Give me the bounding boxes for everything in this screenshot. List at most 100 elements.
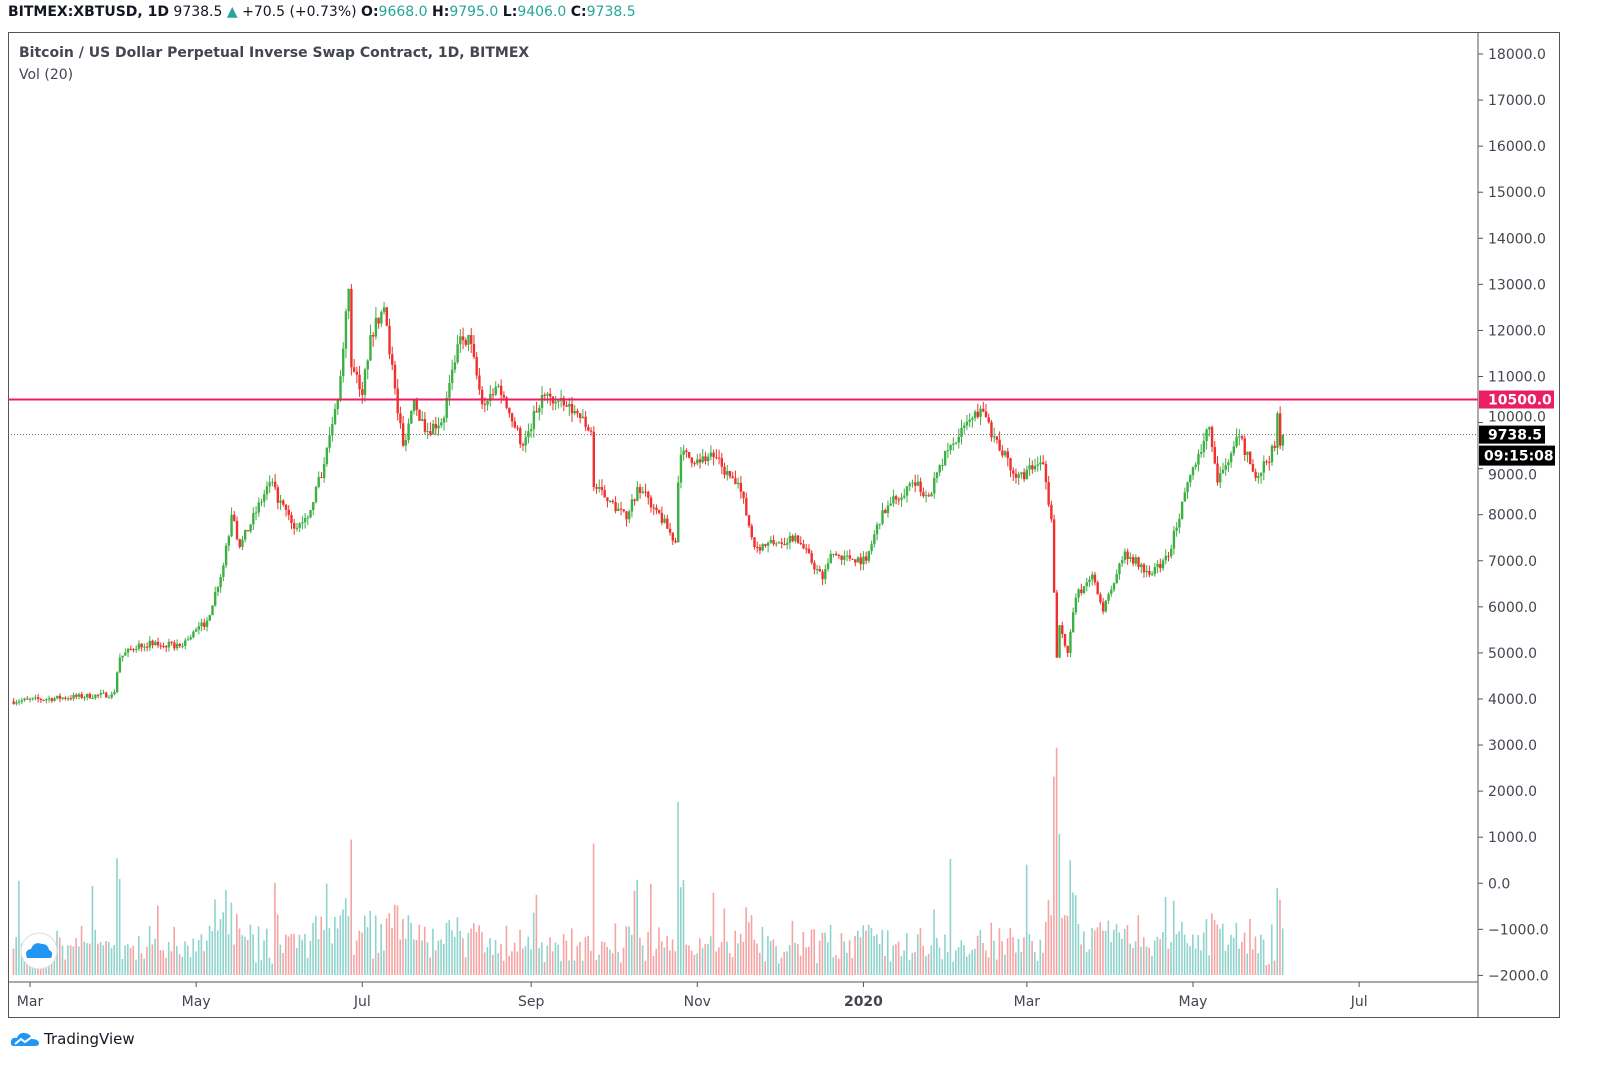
candle-body [706, 456, 710, 462]
candle-body [1022, 472, 1026, 480]
volume-bar [832, 957, 835, 975]
candle-body [107, 697, 111, 699]
symbol-name[interactable]: BITMEX:XBTUSD, 1D [8, 4, 169, 20]
candle-body [423, 419, 427, 432]
candle-body [769, 539, 773, 543]
volume-bar [843, 941, 845, 975]
tradingview-logo[interactable]: TradingView [10, 1030, 135, 1048]
candle-body [726, 471, 729, 475]
candle-body [325, 447, 329, 465]
volume-bar [829, 924, 832, 975]
volume-bar [908, 960, 911, 975]
volume-bar [925, 956, 927, 975]
y-tick-label: 14000.0 [1488, 231, 1546, 247]
candle-body [184, 640, 187, 646]
volume-bar [301, 939, 303, 975]
candle-body [611, 500, 615, 503]
candle-body [881, 510, 884, 524]
volume-bar [614, 923, 617, 975]
y-tick-label: 7000.0 [1488, 554, 1537, 570]
bar-countdown: 09:15:08 [1484, 449, 1554, 465]
candle-body [1254, 471, 1257, 478]
volume-bar [380, 923, 382, 975]
volume-bar [361, 932, 363, 975]
volume-bar [1251, 949, 1254, 975]
candle-body [821, 571, 824, 580]
candle-body [990, 422, 993, 438]
hline-price-label: 10500.0 [1488, 393, 1552, 409]
candle-body [796, 535, 800, 543]
volume-bar [704, 944, 707, 975]
volume-bar [72, 946, 75, 975]
candle-body [1208, 427, 1211, 430]
candle-body [374, 317, 378, 337]
volume-bar [99, 941, 102, 975]
candle-body [314, 486, 318, 503]
candle-body [628, 511, 631, 520]
volume-bar [388, 913, 391, 975]
volume-bar [494, 939, 497, 975]
volume-bar [579, 941, 581, 975]
candle-body [900, 497, 903, 500]
volume-bar [127, 944, 129, 975]
candle-body [723, 466, 726, 475]
volume-bar [513, 942, 516, 975]
volume-bar [1121, 938, 1123, 975]
volume-bar [786, 951, 788, 975]
volume-bar [304, 933, 306, 975]
candle-body [252, 512, 255, 525]
volume-bar [189, 957, 192, 975]
volume-bar [1031, 941, 1033, 975]
candle-body [862, 556, 865, 565]
volume-bar [18, 880, 20, 975]
volume-bar [1053, 776, 1055, 975]
candle-body [214, 592, 217, 606]
candle-body [960, 427, 963, 437]
volume-bar [132, 945, 135, 975]
volume-bar [336, 928, 339, 975]
volume-bar [203, 951, 205, 975]
candle-body [1041, 462, 1045, 465]
volume-bar [938, 947, 941, 975]
candle-body [1033, 465, 1037, 470]
volume-bar [374, 915, 377, 975]
volume-bar [244, 936, 246, 975]
volume-bar [1091, 928, 1093, 975]
volume-bar [222, 912, 224, 975]
volume-indicator-label[interactable]: Vol (20) [19, 67, 74, 83]
volume-bar [979, 930, 982, 975]
candle-body [1183, 492, 1187, 502]
volume-bar [399, 939, 402, 975]
volume-bar [639, 937, 641, 975]
candle-body [916, 481, 920, 486]
volume-bar [824, 932, 826, 975]
candle-body [731, 476, 734, 479]
volume-bar [682, 880, 685, 975]
volume-bar [162, 950, 165, 975]
chart-frame[interactable] [8, 32, 1560, 1018]
volume-bar [788, 945, 791, 975]
candle-body [336, 399, 339, 410]
volume-bar [1017, 938, 1020, 975]
candle-body [61, 697, 64, 699]
candle-body [584, 416, 587, 428]
volume-bar [385, 918, 388, 975]
volume-bar [1036, 960, 1039, 975]
candle-body [396, 388, 399, 414]
volume-bar [157, 905, 159, 975]
candle-body [233, 514, 236, 521]
candle-body [113, 692, 116, 695]
candle-body [243, 530, 247, 540]
volume-bar [173, 926, 175, 975]
volume-bar [317, 939, 320, 975]
volume-bar [590, 950, 592, 975]
volume-bar [238, 928, 241, 975]
candle-body [954, 442, 958, 444]
volume-bar [97, 943, 99, 975]
candle-body [848, 555, 852, 559]
volume-bar [742, 941, 745, 975]
volume-bar [219, 919, 222, 975]
candle-body [508, 407, 511, 414]
volume-bar [554, 942, 557, 975]
